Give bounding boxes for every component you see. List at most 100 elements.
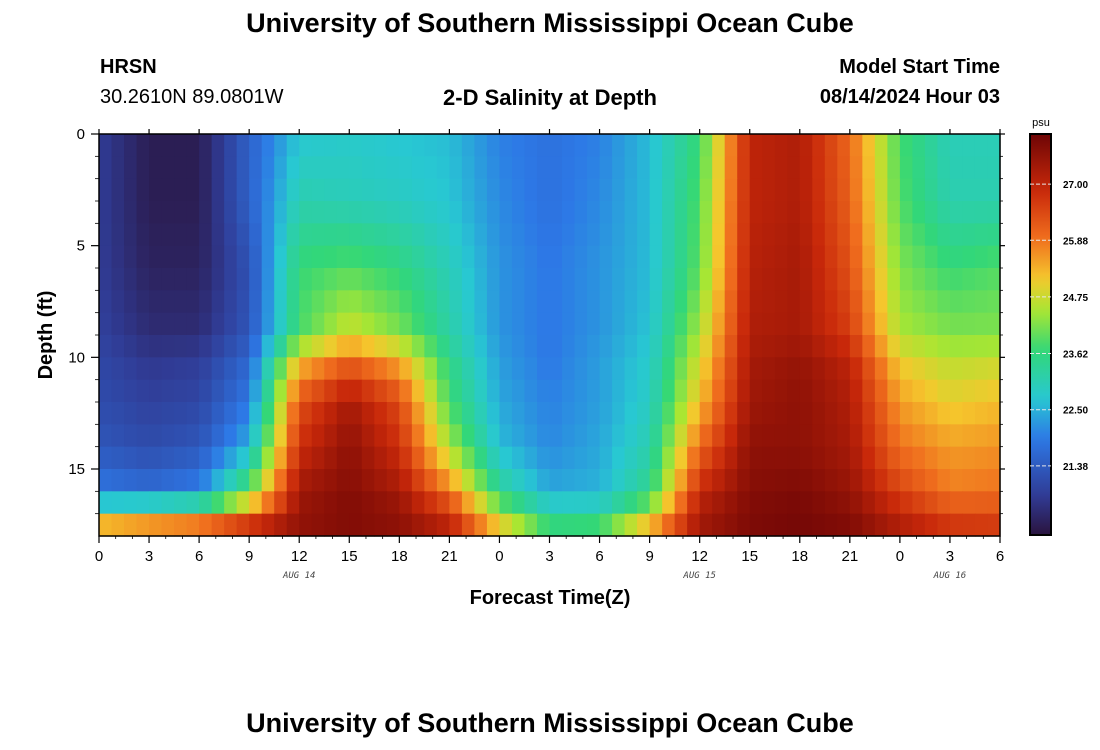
heatmap-cell — [912, 156, 926, 180]
heatmap-cell — [436, 223, 450, 247]
heatmap-cell — [987, 469, 1001, 492]
heatmap-cell — [724, 513, 738, 537]
heatmap-cell — [486, 513, 501, 537]
heatmap-cell — [174, 513, 188, 537]
heatmap-cell — [374, 357, 388, 381]
heatmap-cell — [987, 424, 1001, 448]
heatmap-cell — [562, 268, 576, 291]
heatmap-cell — [161, 424, 175, 448]
heatmap-cell — [812, 178, 826, 202]
heatmap-cell — [949, 491, 964, 515]
heatmap-cell — [224, 201, 238, 224]
heatmap-cell — [587, 513, 601, 537]
heatmap-cell — [874, 379, 888, 403]
heatmap-cell — [662, 424, 676, 448]
heatmap-cell — [399, 513, 413, 537]
heatmap-cell — [824, 201, 838, 224]
heatmap-cell — [612, 156, 626, 180]
heatmap-cell — [687, 268, 701, 291]
heatmap-cell — [887, 446, 901, 470]
heatmap-cell — [874, 134, 888, 157]
heatmap-cell — [962, 402, 976, 425]
heatmap-cell — [737, 178, 751, 202]
heatmap-cell — [411, 424, 425, 448]
heatmap-cell — [574, 201, 588, 224]
heatmap-cell — [649, 469, 663, 492]
heatmap-cell — [662, 513, 676, 537]
x-tick-label: 12 — [291, 548, 308, 565]
heatmap-cell — [899, 201, 913, 224]
heatmap-cell — [987, 379, 1001, 403]
heatmap-cell — [799, 446, 813, 470]
heatmap-cell — [161, 156, 175, 180]
heatmap-cell — [511, 268, 526, 291]
heatmap-cell — [574, 290, 588, 314]
heatmap-cell — [99, 402, 113, 425]
heatmap-cell — [536, 357, 551, 381]
heatmap-cell — [499, 402, 513, 425]
heatmap-cell — [762, 446, 776, 470]
heatmap-cell — [149, 335, 163, 358]
heatmap-cell — [224, 513, 238, 537]
heatmap-cell — [499, 312, 513, 336]
heatmap-cell — [136, 446, 150, 470]
heatmap-cell — [511, 290, 526, 314]
heatmap-cell — [424, 223, 438, 247]
heatmap-cell — [987, 201, 1001, 224]
colorbar-gradient — [1029, 133, 1052, 536]
heatmap-cell — [311, 178, 325, 202]
heatmap-cell — [887, 335, 901, 358]
heatmap-cell — [837, 379, 851, 403]
heatmap-cell — [774, 134, 788, 157]
heatmap-cell — [974, 335, 989, 358]
heatmap-cell — [812, 268, 826, 291]
heatmap-cell — [149, 402, 163, 425]
heatmap-cell — [774, 245, 788, 269]
heatmap-cell — [374, 424, 388, 448]
heatmap-cell — [149, 513, 163, 537]
heatmap-cell — [599, 357, 613, 381]
heatmap-cell — [311, 513, 325, 537]
heatmap-cell — [324, 245, 338, 269]
heatmap-cell — [687, 156, 701, 180]
heatmap-cell — [474, 402, 488, 425]
heatmap-cell — [424, 335, 438, 358]
heatmap-cell — [124, 335, 138, 358]
heatmap-cell — [161, 223, 175, 247]
heatmap-cell — [524, 156, 538, 180]
heatmap-cell — [249, 491, 263, 515]
heatmap-cell — [937, 268, 951, 291]
footer-title: University of Southern Mississippi Ocean… — [246, 708, 854, 738]
heatmap-cell — [349, 446, 363, 470]
heatmap-cell — [524, 290, 538, 314]
heatmap-cell — [637, 335, 651, 358]
heatmap-cell — [862, 491, 876, 515]
heatmap-cell — [274, 402, 288, 425]
heatmap-cell — [924, 134, 939, 157]
heatmap-cell — [361, 402, 375, 425]
heatmap-cell — [724, 268, 738, 291]
heatmap-cell — [799, 335, 813, 358]
heatmap-cell — [461, 268, 476, 291]
heatmap-cell — [236, 290, 250, 314]
heatmap-cell — [186, 312, 200, 336]
heatmap-cell — [249, 357, 263, 381]
heatmap-cell — [386, 268, 400, 291]
heatmap-cell — [624, 402, 638, 425]
heatmap-cell — [174, 245, 188, 269]
heatmap-cell — [599, 469, 613, 492]
heatmap-cell — [737, 402, 751, 425]
heatmap-cell — [662, 201, 676, 224]
heatmap-cell — [399, 491, 413, 515]
heatmap-cell — [712, 469, 726, 492]
heatmap-cell — [449, 134, 463, 157]
heatmap-cell — [899, 312, 913, 336]
colorbar: 27.00 25.88 24.75 23.62 22.50 21.38 — [1029, 133, 1088, 536]
heatmap-cell — [261, 223, 275, 247]
heatmap-cell — [136, 223, 150, 247]
heatmap-cell — [812, 469, 826, 492]
heatmap-cell — [687, 402, 701, 425]
heatmap-cell — [149, 290, 163, 314]
heatmap-cell — [486, 469, 501, 492]
heatmap-cell — [812, 245, 826, 269]
